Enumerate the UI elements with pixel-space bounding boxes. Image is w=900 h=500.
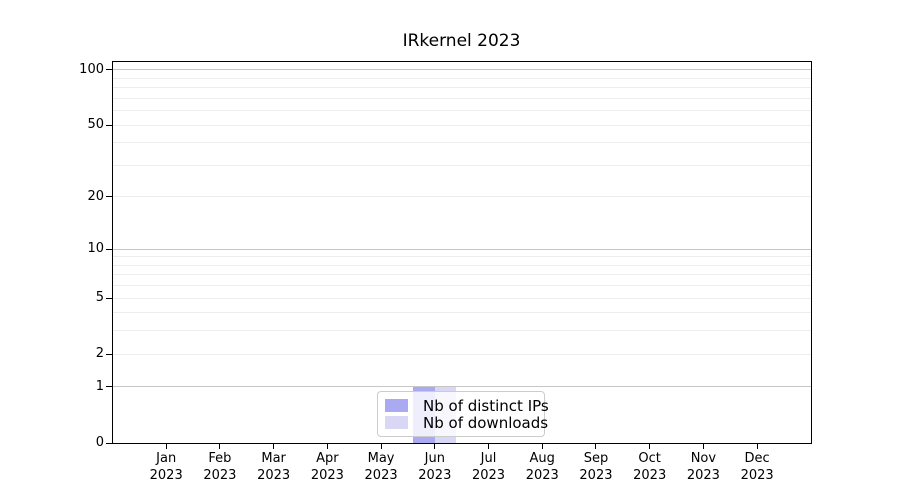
x-axis-tick-label-line: 2023	[579, 468, 613, 483]
minor-gridline	[112, 256, 811, 258]
minor-gridline	[112, 142, 811, 144]
y-tick-mark	[106, 248, 112, 250]
x-axis-tick-label-line: Mar	[261, 451, 286, 466]
x-axis-tick-label: May 2023	[353, 450, 409, 484]
x-tick-mark	[649, 444, 651, 449]
x-axis-tick-label-line: 2023	[740, 468, 774, 483]
x-axis-tick-label-line: 2023	[364, 468, 398, 483]
y-axis-tick-label: 1	[95, 378, 104, 394]
chart-title: IRkernel 2023	[402, 31, 521, 51]
x-axis-tick-label-line: Jun	[424, 451, 445, 466]
x-axis-tick-label-line: 2023	[471, 468, 506, 483]
y-tick-mark	[106, 124, 112, 126]
x-tick-mark	[702, 444, 704, 449]
minor-gridline	[112, 297, 811, 299]
y-tick-mark	[106, 69, 112, 71]
legend-label-downloads: Nb of downloads	[423, 413, 549, 432]
x-axis-tick-label-line: Aug	[529, 451, 555, 466]
x-axis-tick-label-line: 2023	[686, 468, 720, 483]
y-axis-tick-label: 2	[95, 346, 104, 362]
minor-gridline	[112, 353, 811, 355]
x-tick-mark	[326, 444, 328, 449]
x-tick-mark	[488, 444, 490, 449]
x-tick-mark	[434, 444, 436, 449]
y-tick-mark	[106, 442, 112, 444]
x-tick-mark	[541, 444, 543, 449]
x-axis-tick-label-line: Oct	[638, 451, 661, 466]
legend-label-distinct-ips: Nb of distinct IPs	[423, 396, 549, 415]
minor-gridline	[112, 110, 811, 112]
x-axis-tick-label-line: Sep	[583, 451, 609, 466]
x-axis-tick-label-line: Jul	[480, 451, 497, 466]
x-axis-tick-label-line: 2023	[149, 468, 183, 483]
x-axis-tick-label-line: 2023	[203, 468, 237, 483]
y-axis-tick-label: 20	[87, 188, 104, 204]
y-axis-tick-label: 50	[87, 117, 104, 133]
minor-gridline	[112, 77, 811, 79]
x-axis-tick-label: Dec 2023	[729, 450, 785, 484]
major-gridline	[112, 69, 811, 71]
x-axis-tick-label-line: 2023	[310, 468, 344, 483]
x-axis-tick-label: Aug 2023	[514, 450, 570, 484]
x-axis-tick-label: Apr 2023	[299, 450, 355, 484]
x-axis-tick-label-line: May	[367, 451, 395, 466]
x-tick-mark	[380, 444, 382, 449]
minor-gridline	[112, 312, 811, 314]
minor-gridline	[112, 330, 811, 332]
x-axis-tick-label-line: Apr	[316, 451, 339, 466]
y-tick-mark	[106, 297, 112, 299]
x-axis-tick-label: Feb 2023	[192, 450, 248, 484]
x-axis-tick-label-line: 2023	[257, 468, 291, 483]
y-axis-tick-label: 5	[95, 290, 104, 306]
y-tick-mark	[106, 386, 112, 388]
x-axis-tick-label-line: Feb	[208, 451, 232, 466]
x-axis-tick-label: Sep 2023	[568, 450, 624, 484]
x-axis-tick-label: Mar 2023	[246, 450, 302, 484]
x-axis-tick-label-line: Jan	[156, 451, 177, 466]
y-axis-tick-label: 10	[87, 241, 104, 257]
y-tick-mark	[106, 353, 112, 355]
x-axis-tick-label-line: 2023	[525, 468, 559, 483]
x-tick-mark	[165, 444, 167, 449]
x-axis-tick-label: Nov 2023	[675, 450, 731, 484]
minor-gridline	[112, 164, 811, 166]
legend-entry-downloads: Nb of downloads	[385, 414, 548, 432]
x-axis-tick-label: Jul 2023	[461, 450, 517, 484]
x-axis-tick-label-line: Nov	[690, 451, 717, 466]
legend-entry-distinct-ips: Nb of distinct IPs	[385, 397, 549, 415]
minor-gridline	[112, 97, 811, 99]
x-axis-tick-label-line: 2023	[633, 468, 667, 483]
legend: Nb of distinct IPs Nb of downloads	[377, 391, 549, 437]
x-axis-tick-label: Oct 2023	[622, 450, 678, 484]
y-axis-tick-label: 100	[79, 61, 104, 77]
x-tick-mark	[273, 444, 275, 449]
x-axis-tick-label-line: Dec	[744, 451, 770, 466]
x-tick-mark	[219, 444, 221, 449]
y-axis-tick-label: 0	[95, 435, 104, 450]
legend-swatch-downloads	[385, 416, 408, 429]
x-axis-tick-label: Jan 2023	[138, 450, 194, 484]
minor-gridline	[112, 196, 811, 198]
y-tick-mark	[106, 196, 112, 198]
x-axis-tick-label-line: 2023	[418, 468, 452, 483]
minor-gridline	[112, 274, 811, 276]
x-axis-tick-label: Jun 2023	[407, 450, 463, 484]
minor-gridline	[112, 124, 811, 126]
x-tick-mark	[756, 444, 758, 449]
major-gridline	[112, 386, 811, 388]
major-gridline	[112, 248, 811, 250]
minor-gridline	[112, 264, 811, 266]
x-tick-mark	[595, 444, 597, 449]
legend-swatch-distinct-ips	[385, 399, 408, 412]
minor-gridline	[112, 285, 811, 287]
minor-gridline	[112, 87, 811, 89]
